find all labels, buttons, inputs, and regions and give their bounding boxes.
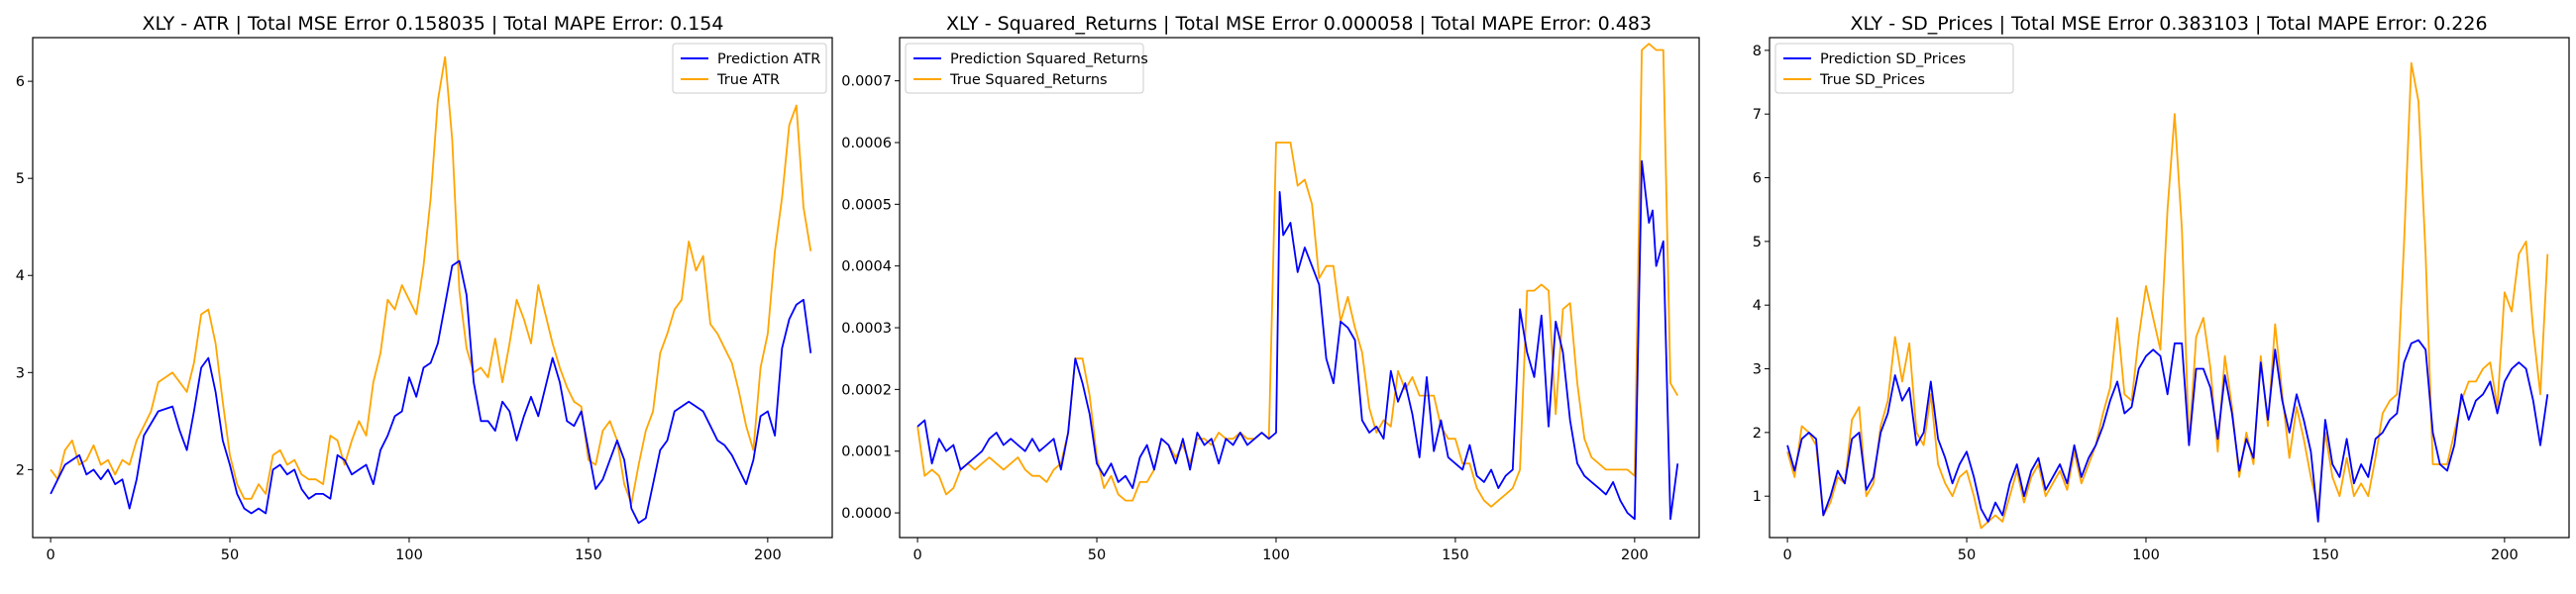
series-line-true bbox=[916, 43, 1679, 508]
legend-label: Prediction SD_Prices bbox=[1820, 51, 1966, 67]
y-axis-sd-prices: 1 2 3 4 5 6 7 8 bbox=[1753, 44, 1770, 505]
y-tick-label: 5 bbox=[16, 171, 25, 187]
series-line-prediction bbox=[1786, 339, 2549, 523]
x-tick-label: 50 bbox=[1088, 547, 1106, 563]
x-tick-label: 200 bbox=[754, 547, 782, 563]
legend-label: True SD_Prices bbox=[1819, 72, 1925, 88]
subplot-squared-returns: XLY - Squared_Returns | Total MSE Error … bbox=[841, 13, 1700, 563]
y-tick-label: 0.0004 bbox=[841, 259, 892, 275]
y-tick-label: 0.0003 bbox=[841, 321, 892, 337]
legend-squared-returns: Prediction Squared_Returns True Squared_R… bbox=[905, 43, 1148, 94]
x-tick-label: 150 bbox=[1442, 547, 1469, 563]
chart-title-squared-returns: XLY - Squared_Returns | Total MSE Error … bbox=[946, 13, 1652, 35]
legend-label: True Squared_Returns bbox=[949, 72, 1108, 88]
subplot-sd-prices: XLY - SD_Prices | Total MSE Error 0.3831… bbox=[1753, 13, 2570, 563]
y-tick-label: 8 bbox=[1753, 44, 1762, 59]
series-line-prediction bbox=[50, 259, 812, 525]
legend-frame bbox=[672, 43, 827, 94]
x-tick-label: 200 bbox=[1621, 547, 1649, 563]
chart-title-sd-prices: XLY - SD_Prices | Total MSE Error 0.3831… bbox=[1850, 13, 2487, 35]
legend-label: Prediction Squared_Returns bbox=[950, 51, 1148, 67]
x-tick-label: 50 bbox=[221, 547, 239, 563]
y-tick-label: 6 bbox=[16, 74, 25, 90]
y-tick-label: 0.0000 bbox=[841, 506, 892, 522]
legend-sd-prices: Prediction SD_Prices True SD_Prices bbox=[1774, 43, 2014, 94]
y-axis-atr: 2 3 4 5 6 bbox=[16, 74, 33, 478]
y-tick-label: 5 bbox=[1753, 235, 1762, 250]
x-tick-label: 0 bbox=[46, 547, 54, 563]
series-line-prediction bbox=[916, 159, 1679, 521]
series-line-true bbox=[1786, 61, 2549, 530]
legend-atr: Prediction ATR True ATR bbox=[672, 43, 827, 94]
series-line-true bbox=[50, 55, 812, 505]
series-group-atr bbox=[50, 55, 812, 525]
y-tick-label: 2 bbox=[16, 462, 25, 478]
y-tick-label: 0.0005 bbox=[841, 197, 892, 213]
y-tick-label: 4 bbox=[16, 268, 25, 284]
x-tick-label: 150 bbox=[575, 547, 602, 563]
series-group-sd-prices bbox=[1786, 61, 2549, 530]
y-tick-label: 0.0001 bbox=[841, 445, 892, 460]
x-tick-label: 100 bbox=[395, 547, 423, 563]
y-tick-label: 7 bbox=[1753, 107, 1762, 123]
y-tick-label: 1 bbox=[1753, 489, 1762, 505]
y-tick-label: 0.0002 bbox=[841, 382, 892, 398]
y-tick-label: 4 bbox=[1753, 298, 1762, 314]
x-tick-label: 0 bbox=[1782, 547, 1791, 563]
y-tick-label: 3 bbox=[16, 365, 25, 381]
y-tick-label: 6 bbox=[1753, 171, 1762, 187]
chart-title-atr: XLY - ATR | Total MSE Error 0.158035 | T… bbox=[143, 13, 724, 35]
x-axis-atr: 0 50 100 150 200 bbox=[46, 538, 782, 563]
plot-area-atr bbox=[32, 37, 833, 539]
legend-label: True ATR bbox=[716, 72, 780, 88]
x-tick-label: 100 bbox=[1262, 547, 1290, 563]
x-tick-label: 100 bbox=[2132, 547, 2160, 563]
y-tick-label: 0.0006 bbox=[841, 136, 892, 151]
x-tick-label: 150 bbox=[2311, 547, 2339, 563]
y-tick-label: 0.0007 bbox=[841, 74, 892, 90]
x-tick-label: 50 bbox=[1958, 547, 1976, 563]
series-group-squared-returns bbox=[916, 43, 1679, 521]
y-tick-label: 2 bbox=[1753, 426, 1762, 442]
legend-label: Prediction ATR bbox=[717, 51, 820, 67]
y-tick-label: 3 bbox=[1753, 362, 1762, 378]
plot-area-sd-prices bbox=[1769, 37, 2570, 539]
legend-frame bbox=[1774, 43, 2014, 94]
y-axis-squared-returns: 0.0000 0.0001 0.0002 0.0003 0.0004 0.0005 0.00… bbox=[841, 74, 900, 522]
x-tick-label: 200 bbox=[2491, 547, 2519, 563]
x-axis-sd-prices: 0 50 100 150 200 bbox=[1782, 538, 2519, 563]
plot-area-squared-returns bbox=[899, 37, 1700, 539]
x-axis-squared-returns: 0 50 100 150 200 bbox=[912, 538, 1649, 563]
x-tick-label: 0 bbox=[912, 547, 921, 563]
subplot-atr: XLY - ATR | Total MSE Error 0.158035 | T… bbox=[16, 13, 833, 563]
legend-frame bbox=[905, 43, 1144, 94]
